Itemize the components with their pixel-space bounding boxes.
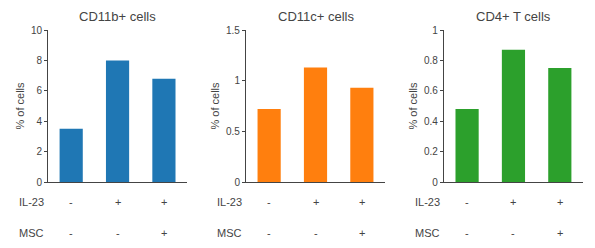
svg-text:-: - <box>116 227 120 239</box>
svg-text:CD4+ T cells: CD4+ T cells <box>476 9 551 24</box>
svg-text:-: - <box>511 227 515 239</box>
svg-text:1.5: 1.5 <box>226 25 240 36</box>
svg-text:0.2: 0.2 <box>424 146 438 157</box>
svg-text:IL-23: IL-23 <box>415 196 440 208</box>
svg-text:0: 0 <box>234 177 240 188</box>
svg-text:+: + <box>161 227 167 239</box>
svg-text:0: 0 <box>432 177 438 188</box>
svg-text:CD11c+ cells: CD11c+ cells <box>278 9 354 24</box>
svg-text:6: 6 <box>36 85 42 96</box>
svg-text:% of cells: % of cells <box>209 82 221 130</box>
svg-text:-: - <box>267 227 271 239</box>
svg-text:IL-23: IL-23 <box>217 196 242 208</box>
svg-text:+: + <box>359 196 365 208</box>
svg-text:+: + <box>161 196 167 208</box>
svg-text:-: - <box>69 196 73 208</box>
svg-text:0.6: 0.6 <box>424 85 438 96</box>
svg-text:MSC: MSC <box>19 227 44 239</box>
svg-text:+: + <box>359 227 365 239</box>
svg-text:+: + <box>557 227 563 239</box>
svg-text:% of cells: % of cells <box>14 82 26 130</box>
svg-text:+: + <box>115 196 121 208</box>
svg-text:2: 2 <box>36 146 42 157</box>
svg-text:8: 8 <box>36 55 42 66</box>
svg-text:MSC: MSC <box>415 227 440 239</box>
svg-text:+: + <box>557 196 563 208</box>
svg-text:CD11b+ cells: CD11b+ cells <box>79 9 156 24</box>
svg-text:-: - <box>267 196 271 208</box>
svg-text:+: + <box>510 196 516 208</box>
svg-text:0.8: 0.8 <box>424 55 438 66</box>
svg-text:0.5: 0.5 <box>226 126 240 137</box>
svg-text:-: - <box>465 196 469 208</box>
svg-text:MSC: MSC <box>217 227 242 239</box>
svg-text:% of cells: % of cells <box>407 82 419 130</box>
svg-text:4: 4 <box>36 116 42 127</box>
svg-text:0.4: 0.4 <box>424 116 438 127</box>
svg-text:IL-23: IL-23 <box>19 196 44 208</box>
svg-text:0: 0 <box>36 177 42 188</box>
svg-text:1: 1 <box>432 25 438 36</box>
svg-text:10: 10 <box>31 25 43 36</box>
svg-text:1: 1 <box>234 75 240 86</box>
svg-text:-: - <box>314 227 318 239</box>
svg-text:-: - <box>465 227 469 239</box>
svg-text:+: + <box>313 196 319 208</box>
svg-text:-: - <box>69 227 73 239</box>
